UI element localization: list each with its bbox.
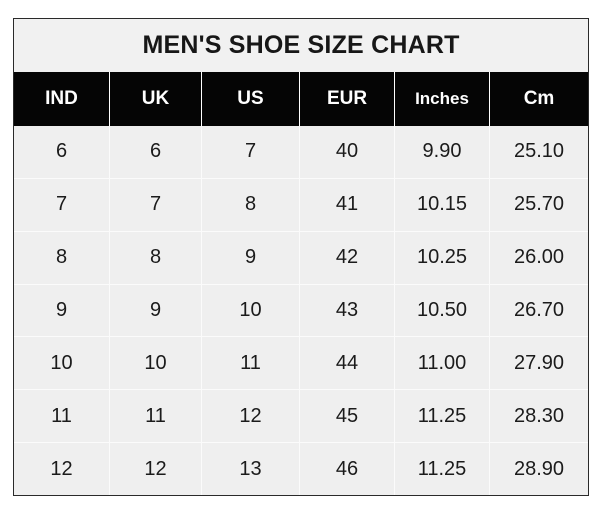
column-header-ind: IND — [14, 72, 110, 126]
cell-uk: 8 — [110, 231, 202, 284]
table-row: 10 10 11 44 11.00 27.90 — [14, 336, 588, 390]
cell-cm: 28.30 — [513, 404, 565, 427]
cell-cm: 26.00 — [513, 246, 565, 269]
column-header-eur: EUR — [300, 72, 395, 126]
cell-ind: 11 — [14, 390, 110, 443]
column-header-inches: Inches — [395, 72, 490, 126]
cell-uk: 12 — [110, 443, 202, 496]
cell-us: 10 — [202, 284, 300, 337]
column-header-cm: Cm — [490, 72, 588, 126]
cell-cm: 28.90 — [513, 457, 565, 480]
cell-eur: 46 — [300, 443, 395, 496]
cell-ind: 10 — [14, 337, 110, 390]
table-row: 8 8 9 42 10.25 26.00 — [14, 230, 588, 284]
cell-eur: 43 — [300, 284, 395, 337]
cell-ind: 7 — [14, 178, 110, 231]
cell-uk: 6 — [110, 126, 202, 178]
cell-uk: 9 — [110, 284, 202, 337]
table-row: 12 12 13 46 11.25 28.90 — [14, 442, 588, 496]
cell-inches: 11.25 — [395, 443, 490, 496]
column-header-uk: UK — [110, 72, 202, 126]
cell-ind: 12 — [14, 443, 110, 496]
cell-inches: 11.25 — [395, 390, 490, 443]
cell-ind: 8 — [14, 231, 110, 284]
cell-eur: 40 — [300, 126, 395, 178]
cell-us: 11 — [202, 337, 300, 390]
table-row: 11 11 12 45 11.25 28.30 — [14, 389, 588, 443]
cell-cm: 25.10 — [513, 140, 565, 163]
cell-uk: 10 — [110, 337, 202, 390]
cell-eur: 45 — [300, 390, 395, 443]
cell-inches: 10.25 — [395, 231, 490, 284]
cell-ind: 6 — [14, 126, 110, 178]
cell-eur: 42 — [300, 231, 395, 284]
cell-cm: 25.70 — [513, 193, 565, 216]
column-header-us: US — [202, 72, 300, 126]
table-row: 9 9 10 43 10.50 26.70 — [14, 283, 588, 337]
cell-ind: 9 — [14, 284, 110, 337]
cell-cm: 27.90 — [513, 351, 565, 374]
table-header-row: IND UK US EUR Inches Cm — [14, 72, 588, 126]
cell-uk: 11 — [110, 390, 202, 443]
cell-uk: 7 — [110, 178, 202, 231]
table-body: 6 6 7 40 9.90 25.10 7 7 8 41 10.15 25.70… — [14, 126, 588, 496]
cell-us: 8 — [202, 178, 300, 231]
chart-title-row: MEN'S SHOE SIZE CHART — [14, 19, 588, 72]
page-title: MEN'S SHOE SIZE CHART — [142, 31, 460, 59]
table-row: 7 7 8 41 10.15 25.70 — [14, 177, 588, 231]
cell-eur: 41 — [300, 178, 395, 231]
cell-us: 13 — [202, 443, 300, 496]
cell-us: 9 — [202, 231, 300, 284]
cell-us: 7 — [202, 126, 300, 178]
cell-inches: 9.90 — [395, 126, 490, 178]
cell-inches: 11.00 — [395, 337, 490, 390]
table-row: 6 6 7 40 9.90 25.10 — [14, 126, 588, 178]
cell-inches: 10.50 — [395, 284, 490, 337]
cell-eur: 44 — [300, 337, 395, 390]
shoe-size-chart-table: MEN'S SHOE SIZE CHART IND UK US EUR Inch… — [13, 18, 589, 496]
cell-us: 12 — [202, 390, 300, 443]
cell-cm: 26.70 — [513, 299, 565, 321]
cell-inches: 10.15 — [395, 178, 490, 231]
